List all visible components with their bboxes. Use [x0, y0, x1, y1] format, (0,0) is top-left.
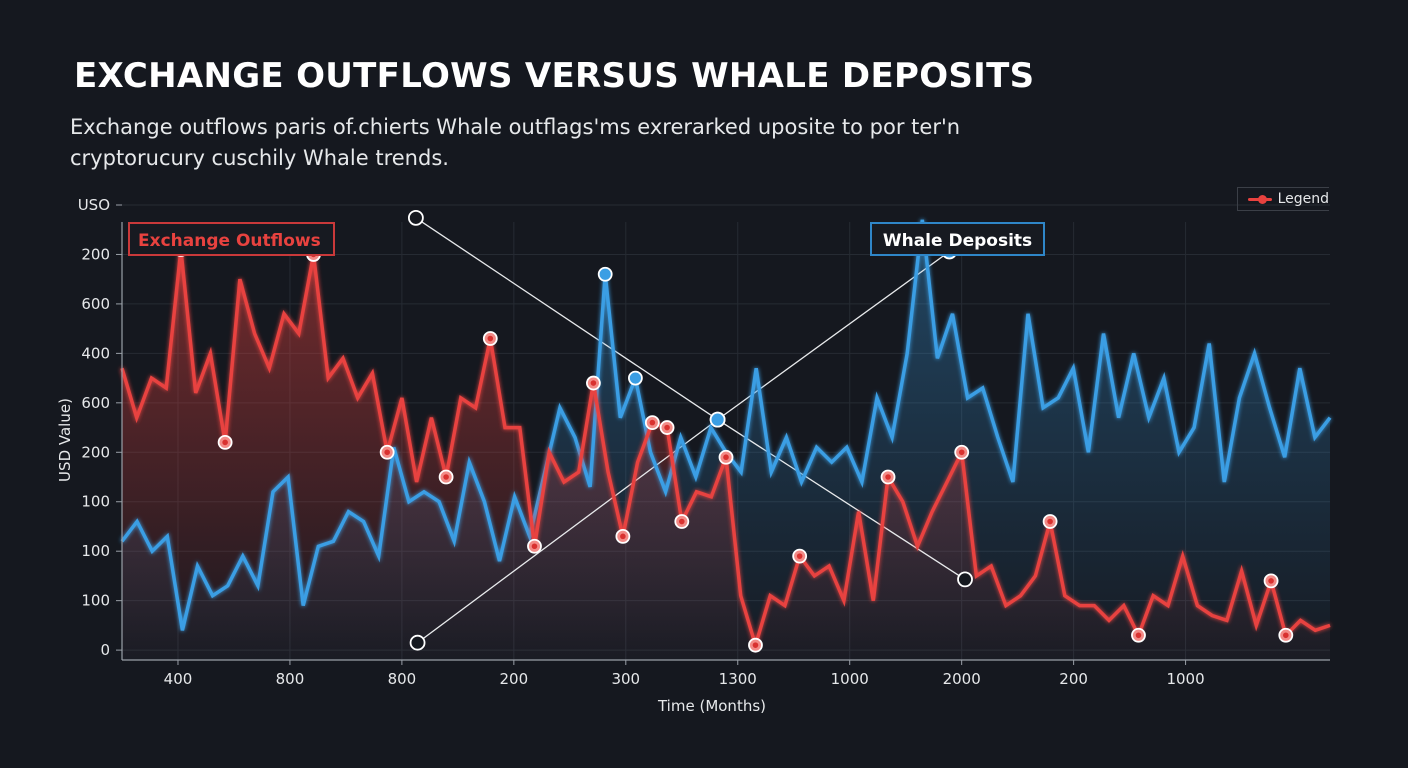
whale-deposits-marker [597, 266, 613, 282]
y-tick-label: 100 [81, 493, 110, 511]
chart-subtitle: Exchange outflows paris of.chierts Whale… [70, 115, 961, 170]
legend[interactable]: Legend [1237, 187, 1329, 211]
exchange-outflows-marker-core [649, 419, 656, 426]
whale-deposits-label: Whale Deposits [870, 222, 1045, 256]
exchange-outflows-marker-core [487, 335, 494, 342]
exchange-outflows-marker-core [531, 543, 538, 550]
y-tick-label: USO [78, 196, 110, 214]
x-tick-label: 2000 [943, 670, 981, 688]
x-tick-label: 400 [164, 670, 193, 688]
series-markers [173, 209, 1294, 653]
y-tick-label: 200 [81, 443, 110, 461]
x-tick-label: 1000 [1166, 670, 1204, 688]
exchange-outflows-area [122, 249, 1330, 660]
x-tick-label: 800 [276, 670, 305, 688]
exchange-outflows-marker-core [664, 424, 670, 431]
exchange-outflows-label: Exchange Outflows [128, 222, 335, 256]
trend-point-marker [709, 411, 726, 428]
y-tick-label: 200 [81, 245, 110, 263]
trend-endpoint-marker [957, 571, 973, 588]
exchange-outflows-marker-core [620, 533, 626, 540]
exchange-outflows-marker-core [1283, 632, 1289, 639]
exchange-outflows-marker-core [1047, 518, 1053, 525]
x-axis-title: Time (Months) [657, 697, 766, 715]
x-tick-label: 200 [1059, 670, 1088, 688]
x-tick-label: 300 [611, 670, 640, 688]
axes: 0 100 100 100 200 600 400 600 200 USO 400 800 800 200… [78, 196, 1330, 688]
trend-endpoint-marker [409, 634, 426, 651]
y-tick-label: 600 [81, 295, 110, 313]
y-tick-label: 0 [100, 641, 110, 659]
exchange-outflows-marker-core [679, 518, 685, 525]
x-tick-label: 200 [500, 670, 529, 688]
exchange-outflows-marker-core [723, 454, 729, 461]
legend-label: Legend [1277, 191, 1329, 207]
exchange-outflows-marker-core [222, 439, 228, 446]
exchange-outflows-marker-core [752, 642, 759, 648]
exchange-outflows-marker-core [1268, 578, 1274, 584]
exchange-outflows-marker-core [1135, 632, 1142, 639]
whale-deposits-marker [628, 370, 643, 386]
exchange-outflows-marker-core [590, 380, 597, 386]
exchange-outflows-marker-core [443, 474, 449, 480]
x-tick-label: 1300 [719, 670, 757, 688]
y-tick-label: 400 [81, 344, 110, 362]
legend-line-marker-icon [1248, 194, 1272, 204]
y-tick-label: 600 [81, 394, 110, 412]
exchange-outflows-marker-core [958, 449, 965, 456]
x-tick-label: 800 [388, 670, 417, 688]
exchange-outflows-marker-core [796, 553, 803, 559]
exchange-outflows-marker-core [885, 474, 891, 480]
y-axis-title: USD Value) [56, 398, 74, 482]
exchange-outflows-marker-core [384, 449, 390, 456]
y-tick-label: 100 [81, 592, 110, 610]
chart-title: EXCHANGE OUTFLOWS VERSUS WHALE DEPOSITS [74, 56, 1035, 96]
y-tick-label: 100 [81, 542, 110, 560]
x-tick-label: 1000 [831, 670, 869, 688]
trend-endpoint-marker [407, 209, 424, 226]
